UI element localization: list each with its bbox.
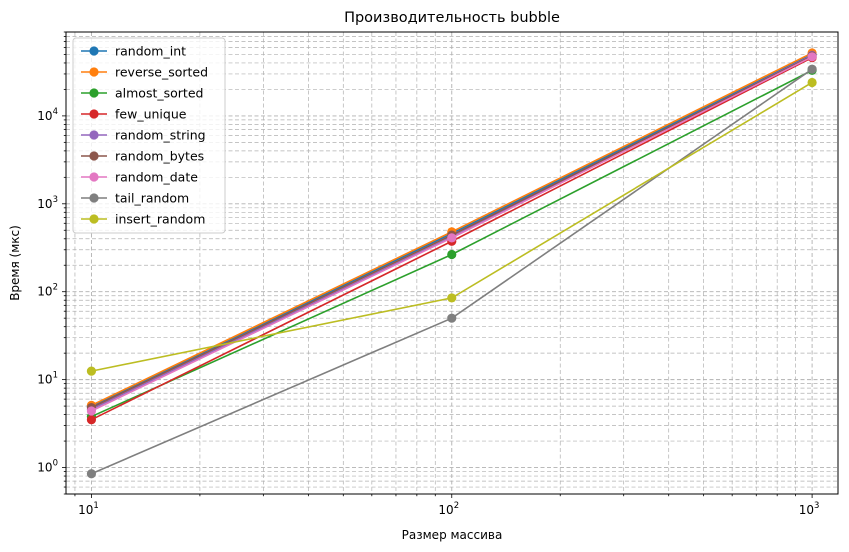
data-point <box>86 415 97 425</box>
x-axis-label: Размер массива <box>402 528 503 542</box>
series-random_date <box>86 52 817 416</box>
x-tick-label: 101 <box>78 501 99 517</box>
legend-label: few_unique <box>115 107 187 122</box>
legend-entry-random_bytes: random_bytes <box>81 149 204 164</box>
legend-entry-random_int: random_int <box>81 44 186 59</box>
legend-label: tail_random <box>115 191 189 206</box>
legend-marker <box>89 151 99 161</box>
legend-marker <box>89 193 99 203</box>
data-point <box>807 64 817 74</box>
data-point <box>447 293 457 303</box>
y-axis-label: Время (мкс) <box>8 225 22 301</box>
data-point <box>86 469 97 479</box>
data-point <box>86 406 97 416</box>
y-tick-label: 102 <box>37 283 58 299</box>
legend-entry-random_string: random_string <box>81 128 206 143</box>
x-tick-label: 102 <box>438 501 459 517</box>
axis-ticks: 101 102 103 100 101 102 103 104 <box>37 31 820 517</box>
data-point <box>447 233 457 243</box>
legend-label: random_bytes <box>115 149 204 164</box>
legend-label: random_date <box>115 170 198 185</box>
legend-marker <box>89 214 99 224</box>
data-point <box>447 249 457 260</box>
legend-label: reverse_sorted <box>115 65 208 80</box>
data-point <box>807 77 817 88</box>
legend-label: random_string <box>115 128 206 143</box>
legend-entry-random_date: random_date <box>81 170 198 185</box>
series-insert_random <box>86 77 817 376</box>
legend-entry-almost_sorted: almost_sorted <box>81 86 203 101</box>
series-lines <box>86 48 817 479</box>
data-point <box>807 52 817 62</box>
legend-marker <box>89 88 99 98</box>
legend-label: almost_sorted <box>115 86 203 101</box>
grid <box>66 31 838 495</box>
data-point <box>447 313 457 323</box>
y-tick-label: 103 <box>37 195 58 211</box>
legend-entry-insert_random: insert_random <box>81 212 205 227</box>
y-tick-label: 104 <box>37 107 58 123</box>
y-tick-label: 101 <box>37 371 58 387</box>
legend-entry-few_unique: few_unique <box>81 107 187 122</box>
legend-box <box>72 37 226 234</box>
data-point <box>86 366 97 376</box>
legend-marker <box>89 46 99 56</box>
legend-marker <box>89 67 99 77</box>
legend-label: random_int <box>115 44 186 59</box>
legend: random_int reverse_sorted almost_sortedfew… <box>72 37 226 234</box>
series-tail_random <box>86 64 817 479</box>
legend-marker <box>89 109 99 119</box>
legend-entry-reverse_sorted: reverse_sorted <box>81 65 208 80</box>
legend-marker <box>89 130 99 140</box>
legend-entry-tail_random: tail_random <box>81 191 189 206</box>
y-tick-label: 100 <box>37 459 58 475</box>
chart-title: Производительность bubble <box>344 10 560 26</box>
legend-label: insert_random <box>115 212 205 227</box>
x-tick-label: 103 <box>799 501 820 517</box>
legend-marker <box>89 172 99 182</box>
